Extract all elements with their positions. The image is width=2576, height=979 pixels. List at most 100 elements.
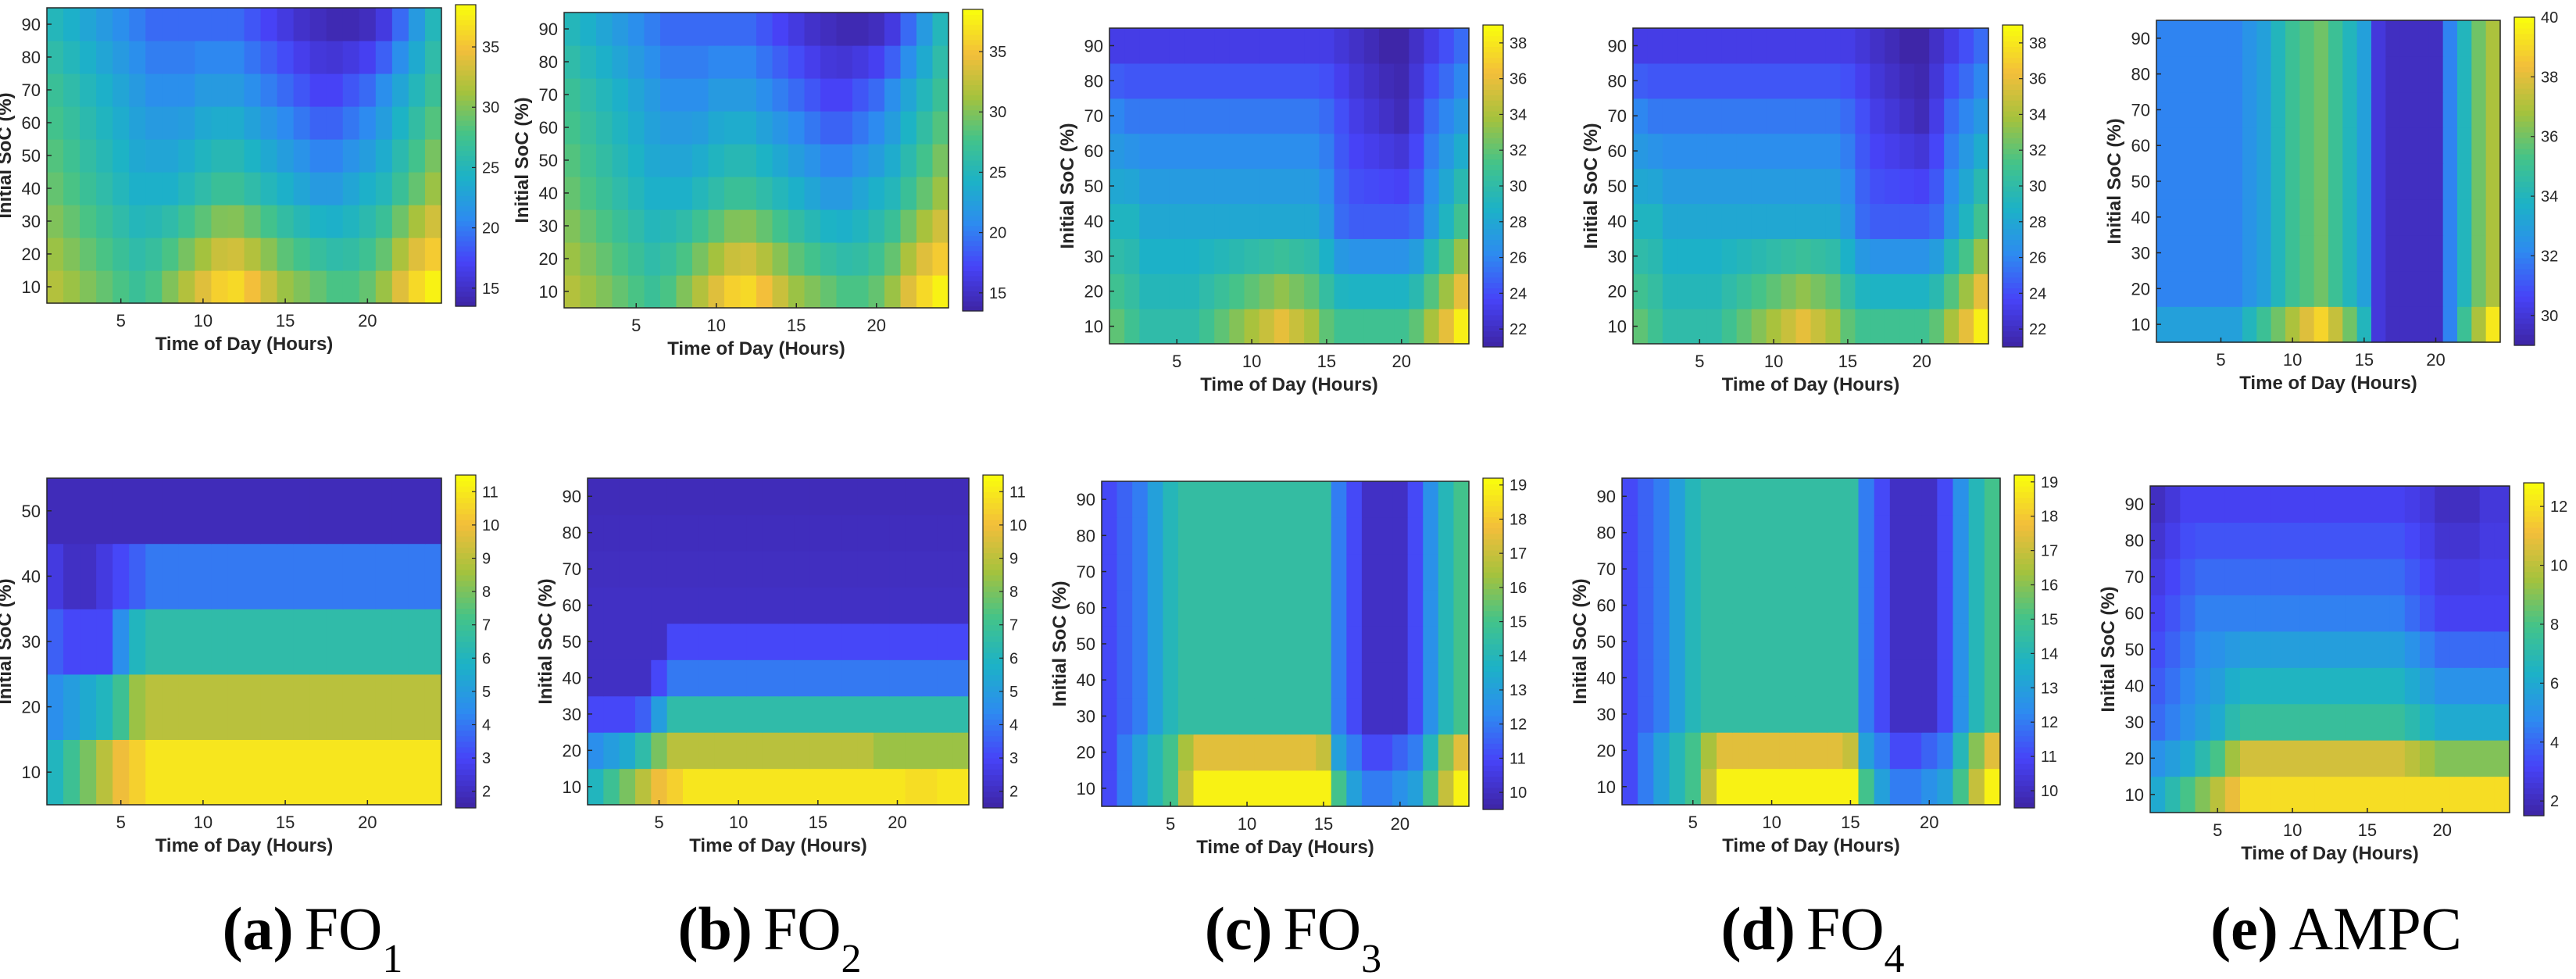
heatmap-cell: [342, 139, 360, 173]
heatmap-cell: [628, 242, 645, 276]
heatmap-cell: [937, 768, 954, 806]
heatmap-cell: [2457, 20, 2472, 57]
heatmap-cell: [1154, 309, 1170, 345]
heatmap-cell: [2150, 740, 2166, 777]
heatmap-cell: [740, 242, 757, 276]
heatmap-cell: [1139, 98, 1156, 134]
colorbar-tick-label: 32: [1510, 142, 1527, 159]
heatmap-cell: [1889, 478, 1906, 516]
colorbar-tick-label: 38: [2541, 69, 2558, 86]
colorbar-segment: [456, 613, 476, 620]
heatmap-cell: [1394, 273, 1409, 309]
heatmap-cell: [113, 270, 130, 304]
y-tick-label: 90: [22, 15, 41, 34]
colorbar-segment: [2003, 266, 2023, 273]
heatmap-cell: [162, 238, 179, 271]
colorbar-segment: [983, 624, 1003, 631]
heatmap-cell: [1622, 695, 1638, 733]
heatmap-cell: [1937, 478, 1954, 516]
heatmap-cell: [2389, 558, 2406, 595]
heatmap-cell: [2299, 55, 2315, 93]
colorbar-tick-label: 30: [482, 99, 499, 116]
heatmap-cell: [227, 8, 245, 41]
colorbar-segment: [456, 140, 476, 146]
heatmap-cell: [1870, 28, 1885, 64]
colorbar-segment: [1483, 271, 1503, 278]
heatmap-cell: [2464, 522, 2481, 559]
heatmap-cell: [1662, 98, 1678, 134]
heatmap-cell: [2185, 55, 2200, 93]
heatmap-cell: [1331, 662, 1347, 699]
heatmap-cell: [2399, 91, 2415, 128]
heatmap-cell: [1858, 695, 1875, 733]
colorbar-segment: [2014, 580, 2035, 587]
colorbar-segment: [1483, 699, 1503, 706]
heatmap-cell: [1889, 768, 1906, 806]
heatmap-cell: [666, 732, 684, 770]
colorbar-segment: [456, 205, 476, 212]
heatmap-cell: [1163, 770, 1179, 807]
heatmap-cell: [2345, 667, 2360, 705]
heatmap-cell: [2185, 163, 2200, 200]
colorbar-segment: [2014, 619, 2035, 626]
heatmap-cell: [1748, 659, 1765, 697]
heatmap-cell: [1685, 695, 1702, 733]
colorbar-segment: [983, 558, 1003, 565]
colorbar-segment: [2003, 57, 2023, 63]
colorbar-segment: [2514, 61, 2535, 67]
colorbar-segment: [2514, 127, 2535, 133]
heatmap-cell: [683, 768, 699, 806]
heatmap-cell: [2330, 703, 2346, 741]
x-tick-label: 5: [1695, 352, 1704, 371]
heatmap-cell: [756, 78, 774, 112]
heatmap-cell: [1781, 273, 1797, 309]
heatmap-cell: [2299, 558, 2316, 595]
heatmap-cell: [1316, 481, 1332, 518]
heatmap-cell: [612, 177, 629, 210]
heatmap-cell: [676, 45, 693, 79]
heatmap-cell: [1304, 98, 1320, 134]
heatmap-cell: [1929, 98, 1945, 134]
heatmap-cell: [1944, 133, 1960, 170]
colorbar-segment: [963, 220, 983, 227]
colorbar-segment: [2003, 298, 2023, 305]
heatmap-cell: [564, 144, 581, 177]
heatmap-cell: [1736, 133, 1752, 170]
heatmap-cell: [1109, 273, 1125, 309]
heatmap-cell: [1361, 698, 1378, 735]
heatmap-cell: [1795, 309, 1812, 345]
heatmap-cell: [1184, 309, 1200, 345]
heatmap-cell: [698, 514, 716, 552]
heatmap-cell: [424, 739, 442, 806]
heatmap-cell: [1827, 695, 1843, 733]
heatmap-cell: [1214, 273, 1230, 309]
heatmap-cell: [1346, 698, 1363, 735]
colorbar-segment: [963, 266, 983, 272]
heatmap-cell: [921, 623, 938, 660]
heatmap-cell: [2479, 522, 2496, 559]
heatmap-cell: [1779, 550, 1796, 588]
colorbar-tick-label: 25: [989, 164, 1006, 181]
heatmap-cell: [1669, 768, 1686, 806]
colorbar-segment: [2014, 602, 2035, 609]
heatmap-cell: [794, 587, 811, 624]
heatmap-cell: [80, 205, 97, 238]
heatmap-cell: [1163, 625, 1179, 663]
heatmap-cell: [1224, 589, 1240, 627]
heatmap-cell: [1929, 63, 1945, 99]
heatmap-cell: [762, 768, 779, 806]
colorbar-segment: [2014, 597, 2035, 603]
heatmap-cell: [391, 674, 409, 740]
heatmap-cell: [2449, 740, 2466, 777]
heatmap-cell: [1899, 63, 1915, 99]
y-tick-label: 70: [22, 80, 41, 100]
colorbar-segment: [2524, 771, 2544, 777]
heatmap-cell: [1392, 517, 1409, 555]
heatmap-cell: [2242, 20, 2257, 57]
heatmap-cell: [342, 238, 360, 271]
heatmap-cell: [1766, 203, 1782, 239]
heatmap-cell: [740, 209, 757, 243]
heatmap-cell: [359, 106, 377, 140]
colorbar-segment: [2003, 282, 2023, 289]
colorbar-segment: [2514, 269, 2535, 275]
